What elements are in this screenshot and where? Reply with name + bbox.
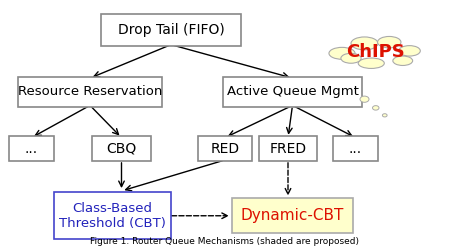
Text: Drop Tail (FIFO): Drop Tail (FIFO) xyxy=(117,23,225,37)
Ellipse shape xyxy=(360,96,369,102)
FancyBboxPatch shape xyxy=(259,136,317,161)
Ellipse shape xyxy=(382,114,387,117)
Ellipse shape xyxy=(358,58,384,68)
Text: Figure 1. Router Queue Mechanisms (shaded are proposed): Figure 1. Router Queue Mechanisms (shade… xyxy=(90,237,360,246)
Text: Resource Reservation: Resource Reservation xyxy=(18,85,162,98)
FancyBboxPatch shape xyxy=(92,136,151,161)
Ellipse shape xyxy=(351,37,378,50)
Ellipse shape xyxy=(393,56,413,65)
Text: Class-Based
Threshold (CBT): Class-Based Threshold (CBT) xyxy=(59,202,166,230)
Text: RED: RED xyxy=(211,142,239,156)
FancyBboxPatch shape xyxy=(333,136,378,161)
Text: Active Queue Mgmt: Active Queue Mgmt xyxy=(226,85,359,98)
Ellipse shape xyxy=(399,46,420,56)
Text: ChIPS: ChIPS xyxy=(346,43,405,61)
FancyBboxPatch shape xyxy=(232,198,353,233)
FancyBboxPatch shape xyxy=(54,192,171,239)
Text: ...: ... xyxy=(349,142,362,156)
Text: FRED: FRED xyxy=(270,142,306,156)
Ellipse shape xyxy=(373,106,379,110)
Text: Dynamic-CBT: Dynamic-CBT xyxy=(241,208,344,223)
Ellipse shape xyxy=(378,36,401,48)
Text: CBQ: CBQ xyxy=(106,142,137,156)
FancyBboxPatch shape xyxy=(223,77,362,107)
FancyBboxPatch shape xyxy=(198,136,252,161)
FancyBboxPatch shape xyxy=(101,14,241,46)
Ellipse shape xyxy=(341,53,361,63)
FancyBboxPatch shape xyxy=(9,136,54,161)
FancyBboxPatch shape xyxy=(18,77,162,107)
Text: ...: ... xyxy=(25,142,38,156)
Ellipse shape xyxy=(329,47,355,59)
